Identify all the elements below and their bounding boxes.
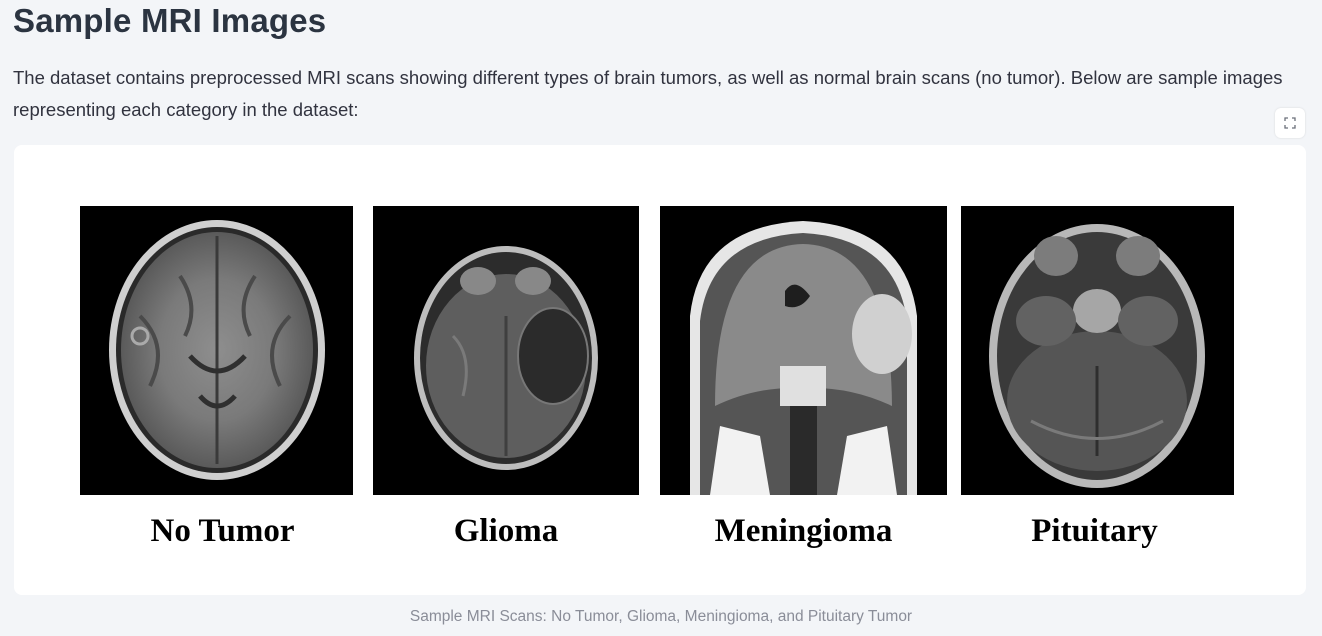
label-glioma: Glioma	[453, 513, 559, 549]
label-meningioma: Meningioma	[714, 513, 893, 549]
label-pituitary: Pituitary	[1031, 513, 1158, 549]
fullscreen-icon	[1284, 117, 1296, 129]
mri-scan-no-tumor	[80, 206, 353, 495]
page-description: The dataset contains preprocessed MRI sc…	[13, 67, 1283, 120]
mri-scan-glioma	[373, 206, 639, 495]
label-no-tumor: No Tumor	[150, 513, 295, 549]
image-card: No Tumor Glioma Meningioma Pituitary	[14, 145, 1306, 595]
image-caption: Sample MRI Scans: No Tumor, Glioma, Meni…	[409, 608, 913, 625]
page-title: Sample MRI Images	[13, 2, 327, 39]
mri-scan-meningioma	[660, 206, 947, 495]
fullscreen-button[interactable]	[1275, 108, 1305, 138]
mri-scan-pituitary	[961, 206, 1234, 495]
